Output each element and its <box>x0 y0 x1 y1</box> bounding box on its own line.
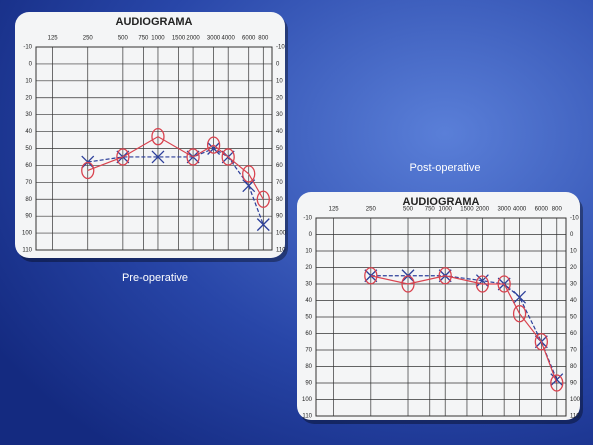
y-tick-label-right: 50 <box>570 315 577 321</box>
x-tick-label: 2000 <box>186 36 200 42</box>
y-tick-label-right: -10 <box>276 45 285 51</box>
y-tick-label-right: 110 <box>570 414 580 420</box>
y-tick-label-right: 100 <box>570 397 581 403</box>
y-tick-label: 50 <box>25 146 32 152</box>
card <box>297 192 580 420</box>
y-tick-label-right: 80 <box>570 364 577 370</box>
chart-title: AUDIOGRAMA <box>116 16 193 28</box>
y-tick-label-right: 10 <box>276 78 283 84</box>
y-tick-label: 10 <box>25 78 32 84</box>
x-tick-label: 1500 <box>172 36 186 42</box>
y-tick-label-right: 20 <box>570 265 577 271</box>
x-tick-label: 125 <box>48 36 59 42</box>
x-tick-label: 4000 <box>222 36 236 42</box>
card <box>15 12 285 258</box>
x-tick-label: 750 <box>138 36 149 42</box>
slide: AUDIOGRAMAPre-operative12525050075010001… <box>0 0 593 445</box>
y-tick-label-right: 80 <box>276 197 283 203</box>
y-tick-label: 110 <box>302 414 312 420</box>
x-tick-label: 500 <box>403 207 414 213</box>
y-tick-label-right: 40 <box>570 298 577 304</box>
y-tick-label: 40 <box>305 298 312 304</box>
y-tick-label-right: 70 <box>570 348 577 354</box>
x-tick-label: 2000 <box>476 207 490 213</box>
y-tick-label-right: -10 <box>570 216 579 222</box>
y-tick-label: 80 <box>25 197 32 203</box>
y-tick-label: 30 <box>305 282 312 288</box>
y-tick-label-right: 60 <box>570 331 577 337</box>
y-tick-label: 40 <box>25 129 32 135</box>
y-tick-label: 60 <box>25 163 32 169</box>
y-tick-label: 90 <box>25 214 32 220</box>
y-tick-label: 100 <box>302 397 313 403</box>
y-tick-label: 20 <box>305 265 312 271</box>
x-tick-label: 1000 <box>439 207 453 213</box>
y-tick-label: 10 <box>305 249 312 255</box>
y-tick-label-right: 30 <box>570 282 577 288</box>
y-tick-label-right: 30 <box>276 112 283 118</box>
x-tick-label: 4000 <box>513 207 527 213</box>
y-tick-label: 60 <box>305 331 312 337</box>
y-tick-label: 50 <box>305 315 312 321</box>
x-tick-label: 1000 <box>151 36 165 42</box>
y-tick-label-right: 40 <box>276 129 283 135</box>
caption: Pre-operative <box>122 272 188 284</box>
y-tick-label-right: 20 <box>276 95 283 101</box>
y-tick-label: 110 <box>22 248 32 254</box>
x-tick-label: 3000 <box>207 36 221 42</box>
y-tick-label: -10 <box>23 45 32 51</box>
y-tick-label: 70 <box>305 348 312 354</box>
x-tick-label: 250 <box>366 207 377 213</box>
x-tick-label: 3000 <box>497 207 511 213</box>
y-tick-label-right: 50 <box>276 146 283 152</box>
y-tick-label-right: 110 <box>276 248 286 254</box>
x-tick-label: 500 <box>118 36 129 42</box>
x-tick-label: 250 <box>83 36 94 42</box>
x-tick-label: 1500 <box>460 207 474 213</box>
x-tick-label: 6000 <box>535 207 549 213</box>
x-tick-label: 750 <box>425 207 436 213</box>
y-tick-label-right: 60 <box>276 163 283 169</box>
y-tick-label-right: 90 <box>276 214 283 220</box>
y-tick-label-right: 10 <box>570 249 577 255</box>
y-tick-label: 80 <box>305 364 312 370</box>
x-tick-label: 800 <box>552 207 563 213</box>
x-tick-label: 125 <box>329 207 340 213</box>
y-tick-label: 30 <box>25 112 32 118</box>
y-tick-label-right: 90 <box>570 381 577 387</box>
y-tick-label-right: 100 <box>276 231 287 237</box>
y-tick-label: 100 <box>22 231 33 237</box>
y-tick-label: 90 <box>305 381 312 387</box>
y-tick-label-right: 70 <box>276 180 283 186</box>
x-tick-label: 6000 <box>242 36 256 42</box>
y-tick-label: 70 <box>25 180 32 186</box>
caption: Post-operative <box>410 162 481 174</box>
audiogram: AUDIOGRAMAPost-operative1252505007501000… <box>297 162 583 424</box>
y-tick-label: 20 <box>25 95 32 101</box>
x-tick-label: 800 <box>258 36 269 42</box>
y-tick-label: -10 <box>303 216 312 222</box>
